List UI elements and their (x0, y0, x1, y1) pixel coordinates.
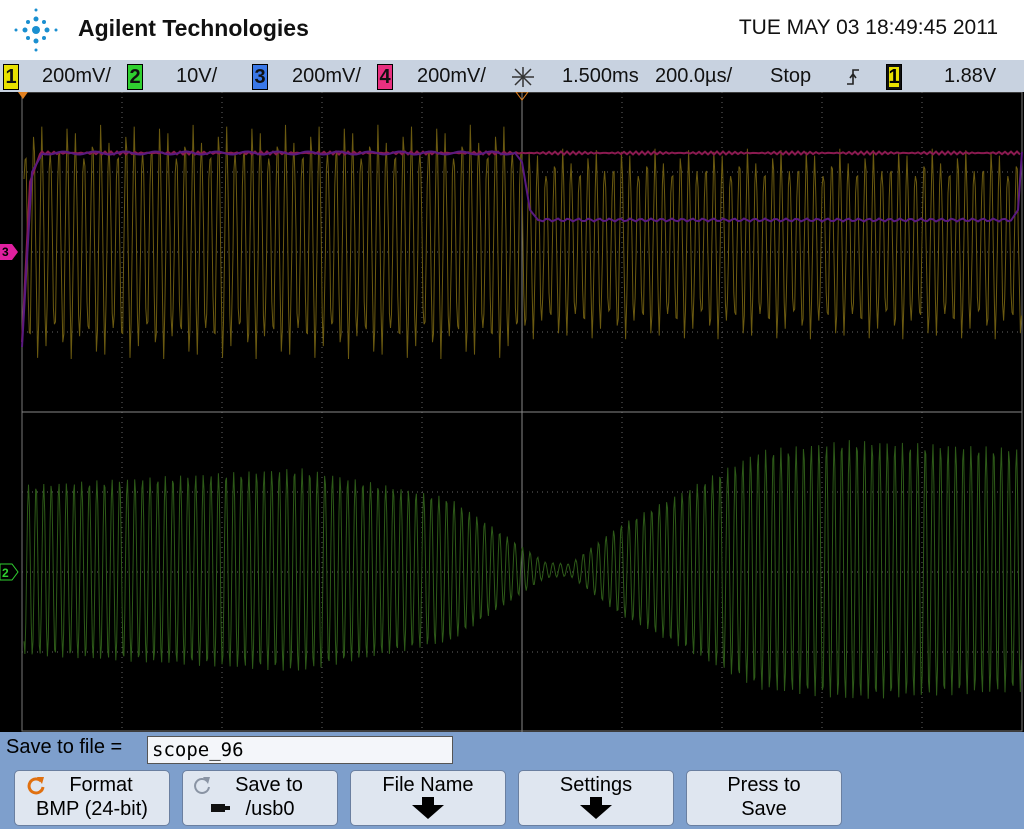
softkey-label: Press to (727, 774, 801, 796)
channel-marker-label: 2 (2, 566, 9, 580)
channel-marker-label: 3 (2, 245, 9, 259)
softkey-value: /usb0 (245, 798, 295, 820)
waveforms (21, 124, 1023, 699)
softkey-label: Settings (559, 774, 633, 796)
softkey[interactable]: Press to Save (686, 770, 842, 826)
usb-icon (211, 804, 230, 812)
trigger-level: 1.88V (944, 65, 997, 87)
softkey-value: Save (741, 798, 787, 820)
header: Agilent Technologies TUE MAY 03 18:49:45… (0, 0, 1024, 60)
filename-field[interactable]: scope_96 (147, 736, 453, 764)
timebase: 200.0µs/ (655, 65, 733, 87)
softkey[interactable]: Format BMP (24-bit) (14, 770, 170, 826)
channel-3-trace (21, 150, 1023, 348)
channel-number: 3 (252, 64, 268, 90)
softkey[interactable]: Settings (518, 770, 674, 826)
channel-scale: 200mV/ (292, 65, 361, 87)
time-reference-marker (18, 92, 28, 99)
run-state: Stop (770, 65, 812, 87)
trigger-position-marker (515, 92, 529, 101)
trigger-delay: 1.500ms (562, 65, 639, 87)
softkey-value: BMP (24-bit) (36, 798, 148, 820)
channel-scale: 200mV/ (417, 65, 486, 87)
softkey-label: Format (69, 774, 133, 796)
channel-2-trace (23, 440, 1022, 699)
channel-marker (0, 563, 19, 581)
arrow-down-icon (580, 797, 612, 819)
softkey-label: File Name (382, 774, 474, 796)
status-bar: 1 200mV/ 2 10V/ 3 200mV/ 4 200mV/ 1.500m… (0, 60, 1024, 92)
arrow-down-icon (412, 797, 444, 819)
rotate-icon (194, 777, 210, 794)
rotate-icon (27, 777, 45, 795)
channel-marker (0, 244, 18, 260)
channel-number: 2 (127, 64, 143, 90)
channel-number: 1 (3, 64, 19, 90)
trigger-edge-icon (847, 69, 859, 85)
softkey-label: Save to (235, 774, 303, 796)
delay-icon (512, 67, 534, 87)
channel-scale: 200mV/ (42, 65, 111, 87)
softkey[interactable]: File Name (350, 770, 506, 826)
channel-scale: 10V/ (176, 65, 218, 87)
waveform-display: 3 2 (0, 92, 1024, 732)
save-label: Save to file = (6, 736, 123, 758)
brand: Agilent Technologies (78, 15, 309, 41)
channel-1-trace (23, 124, 1022, 360)
softkey-panel: Save to file = scope_96 Format BMP (24-b… (0, 732, 1024, 829)
channel-number: 4 (377, 64, 393, 90)
softkey[interactable]: Save to /usb0 (182, 770, 338, 826)
logo (14, 8, 58, 52)
channel-4-trace (21, 150, 1021, 343)
trigger-source: 1 (886, 64, 902, 90)
datetime: TUE MAY 03 18:49:45 2011 (738, 16, 998, 39)
